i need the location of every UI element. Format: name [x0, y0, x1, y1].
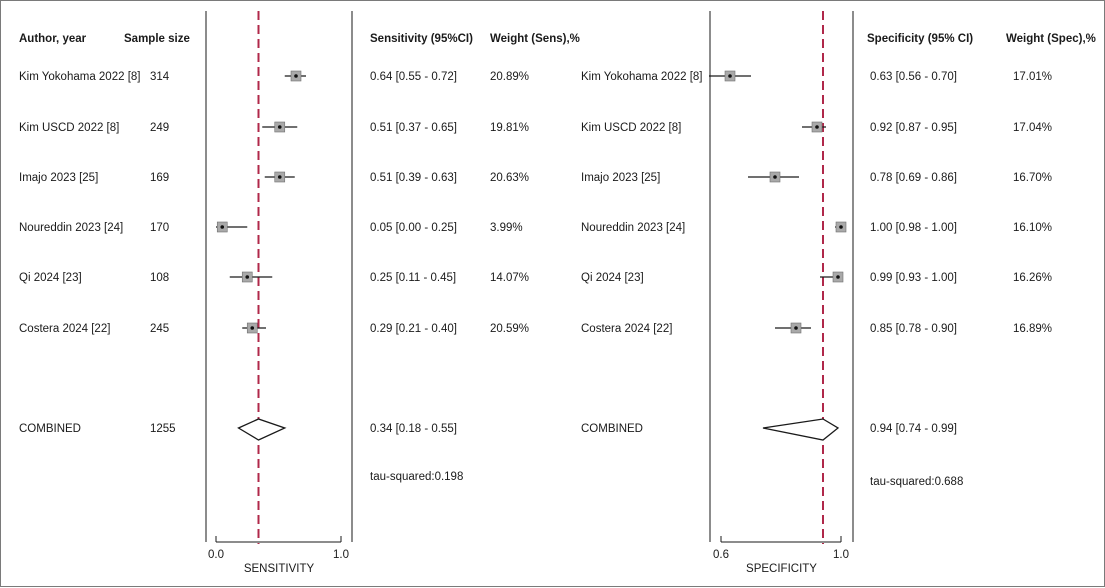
sens-study-weight: 19.81% [490, 122, 529, 134]
spec-study-weight: 16.10% [1013, 222, 1052, 234]
sens-study-weight: 14.07% [490, 272, 529, 284]
spec-study-estimate: 0.99 [0.93 - 1.00] [870, 272, 957, 284]
header-author-year: Author, year [19, 33, 87, 45]
sens-study-point [277, 125, 282, 129]
sens-study-author: Kim USCD 2022 [8] [19, 122, 119, 134]
header-sample-size: Sample size [124, 33, 190, 45]
spec-study-weight: 17.04% [1013, 122, 1052, 134]
sens-tick-label: 0.0 [208, 549, 224, 561]
sens-tick-label: 1.0 [333, 549, 349, 561]
spec-study-point [815, 125, 819, 129]
sens-study-author: Costera 2024 [22] [19, 323, 110, 335]
sens-study-weight: 20.59% [490, 323, 529, 335]
sens-study-sample-size: 245 [150, 323, 169, 335]
sens-study-weight: 20.63% [490, 172, 529, 184]
sens-axis-title: SENSITIVITY [244, 563, 315, 575]
spec-study-weight: 16.26% [1013, 272, 1052, 284]
header-weight-sens: Weight (Sens),% [490, 33, 580, 45]
spec-study-point [773, 175, 777, 179]
sens-study-sample-size: 169 [150, 172, 169, 184]
sens-study-point [294, 74, 298, 78]
spec-tick-label: 0.6 [713, 549, 729, 561]
spec-study-weight: 17.01% [1013, 71, 1052, 83]
sens-study-point [277, 175, 282, 179]
sens-study-weight: 20.89% [490, 71, 529, 83]
spec-study-author: Costera 2024 [22] [581, 323, 672, 335]
spec-combined-label: COMBINED [581, 423, 643, 435]
spec-study-weight: 16.89% [1013, 323, 1052, 335]
sens-study-point [245, 275, 250, 279]
sens-study-estimate: 0.51 [0.37 - 0.65] [370, 122, 457, 134]
spec-study-author: Imajo 2023 [25] [581, 172, 660, 184]
spec-study-estimate: 0.78 [0.69 - 0.86] [870, 172, 957, 184]
sens-study-sample-size: 170 [150, 222, 169, 234]
spec-combined-diamond [762, 418, 840, 441]
sens-study-estimate: 0.29 [0.21 - 0.40] [370, 323, 457, 335]
sens-study-point [220, 225, 225, 229]
header-specificity-ci: Specificity (95% CI) [867, 33, 973, 45]
sens-study-author: Kim Yokohama 2022 [8] [19, 71, 140, 83]
sens-combined-sample-size: 1255 [150, 423, 176, 435]
sens-study-estimate: 0.05 [0.00 - 0.25] [370, 222, 457, 234]
spec-study-estimate: 0.85 [0.78 - 0.90] [870, 323, 957, 335]
sens-study-sample-size: 108 [150, 272, 169, 284]
sens-combined-label: COMBINED [19, 423, 81, 435]
sens-study-sample-size: 249 [150, 122, 169, 134]
sens-study-estimate: 0.25 [0.11 - 0.45] [370, 272, 456, 284]
spec-study-author: Qi 2024 [23] [581, 272, 644, 284]
sens-study-estimate: 0.64 [0.55 - 0.72] [370, 71, 457, 83]
sens-study-weight: 3.99% [490, 222, 523, 234]
sens-study-author: Qi 2024 [23] [19, 272, 82, 284]
spec-study-author: Noureddin 2023 [24] [581, 222, 685, 234]
spec-tau-squared: tau-squared:0.688 [870, 476, 963, 488]
spec-combined-estimate: 0.94 [0.74 - 0.99] [870, 423, 957, 435]
spec-study-point [836, 275, 840, 279]
spec-study-author: Kim Yokohama 2022 [8] [581, 71, 702, 83]
sens-study-estimate: 0.51 [0.39 - 0.63] [370, 172, 457, 184]
spec-axis-title: SPECIFICITY [746, 563, 817, 575]
spec-study-point [728, 74, 732, 78]
header-weight-spec: Weight (Spec),% [1006, 33, 1096, 45]
sens-study-author: Noureddin 2023 [24] [19, 222, 123, 234]
header-sensitivity-ci: Sensitivity (95%CI) [370, 33, 473, 45]
spec-study-point [839, 225, 843, 229]
sens-combined-diamond [237, 418, 287, 441]
sens-study-sample-size: 314 [150, 71, 170, 83]
sens-combined-estimate: 0.34 [0.18 - 0.55] [370, 423, 457, 435]
spec-tick-label: 1.0 [833, 549, 849, 561]
spec-study-estimate: 0.63 [0.56 - 0.70] [870, 71, 957, 83]
spec-study-weight: 16.70% [1013, 172, 1052, 184]
sens-study-author: Imajo 2023 [25] [19, 172, 98, 184]
sens-study-point [250, 326, 255, 330]
spec-study-author: Kim USCD 2022 [8] [581, 122, 681, 134]
sens-tau-squared: tau-squared:0.198 [370, 471, 463, 483]
spec-study-point [794, 326, 798, 330]
spec-study-estimate: 0.92 [0.87 - 0.95] [870, 122, 957, 134]
spec-study-estimate: 1.00 [0.98 - 1.00] [870, 222, 957, 234]
